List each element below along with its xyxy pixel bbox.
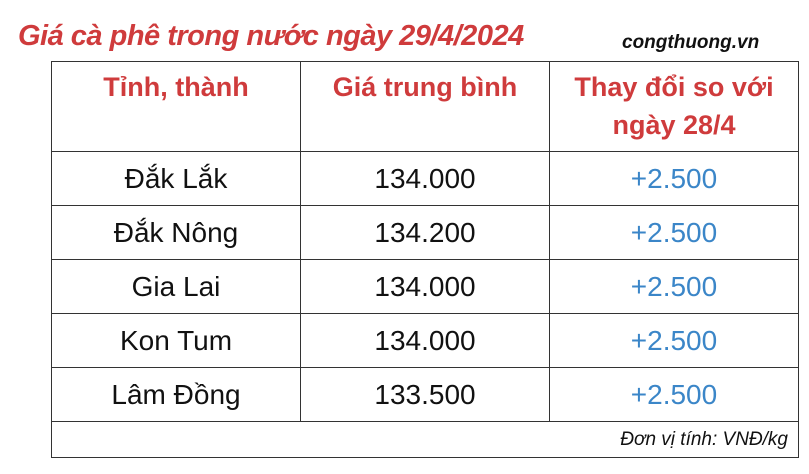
cell-province: Lâm Đồng xyxy=(51,367,301,422)
cell-change: +2.500 xyxy=(549,151,799,206)
unit-row: Đơn vị tính: VNĐ/kg xyxy=(51,421,799,458)
cell-average-price: 134.000 xyxy=(300,259,550,314)
table-row: Đắk Lắk 134.000 +2.500 xyxy=(51,151,799,206)
header-change: Thay đổi so với ngày 28/4 xyxy=(549,61,799,152)
page-title: Giá cà phê trong nước ngày 29/4/2024 xyxy=(18,20,524,52)
cell-average-price: 134.000 xyxy=(300,151,550,206)
cell-average-price: 134.000 xyxy=(300,313,550,368)
cell-province: Đắk Nông xyxy=(51,205,301,260)
unit-note: Đơn vị tính: VNĐ/kg xyxy=(51,421,799,458)
coffee-price-table: Tỉnh, thành Giá trung bình Thay đổi so v… xyxy=(51,61,799,458)
cell-change: +2.500 xyxy=(549,205,799,260)
cell-average-price: 134.200 xyxy=(300,205,550,260)
table-row: Lâm Đồng 133.500 +2.500 xyxy=(51,367,799,422)
table-row: Gia Lai 134.000 +2.500 xyxy=(51,259,799,314)
cell-province: Đắk Lắk xyxy=(51,151,301,206)
table-row: Kon Tum 134.000 +2.500 xyxy=(51,313,799,368)
header-province: Tỉnh, thành xyxy=(51,61,301,152)
table-row: Đắk Nông 134.200 +2.500 xyxy=(51,205,799,260)
cell-change: +2.500 xyxy=(549,367,799,422)
cell-average-price: 133.500 xyxy=(300,367,550,422)
cell-province: Gia Lai xyxy=(51,259,301,314)
brand-logo-text: congthuong.vn xyxy=(622,32,760,53)
header-row: Tỉnh, thành Giá trung bình Thay đổi so v… xyxy=(51,61,799,152)
cell-province: Kon Tum xyxy=(51,313,301,368)
cell-change: +2.500 xyxy=(549,313,799,368)
header-average-price: Giá trung bình xyxy=(300,61,550,152)
cell-change: +2.500 xyxy=(549,259,799,314)
